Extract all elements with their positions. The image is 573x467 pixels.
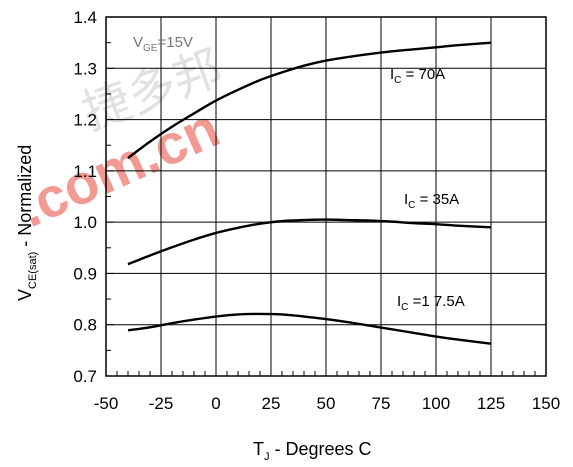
series-lines [127, 41, 492, 345]
y-tick-label: 1.3 [73, 59, 97, 78]
series-line-35A [127, 218, 492, 266]
y-tick-label: 1.4 [73, 8, 97, 27]
series-label-70a: IC = 70A [390, 66, 445, 86]
x-tick-label: 50 [317, 394, 336, 413]
x-tick-label: 125 [477, 394, 505, 413]
y-tick-label: 1.2 [73, 111, 97, 130]
series-line-17-5A [127, 312, 492, 345]
x-axis-title: TJ - Degrees C [253, 439, 372, 463]
series-label-17-5a: IC =1 7.5A [397, 293, 465, 313]
series-label-35a: IC = 35A [404, 191, 459, 211]
y-tick-label: 0.8 [73, 316, 97, 335]
condition-label: VGE=15V [133, 34, 193, 54]
y-axis-title: VCE(sat) - Normalized [15, 145, 39, 301]
x-ticks: -50 -25 0 25 50 75 100 125 150 [94, 368, 560, 413]
grid [106, 17, 546, 376]
condition-rest: =15V [157, 34, 192, 51]
x-tick-label: 150 [532, 394, 560, 413]
x-tick-label: -50 [94, 394, 119, 413]
series-line-70A [127, 41, 492, 160]
condition-sub: GE [143, 43, 158, 54]
y-tick-label: 0.9 [73, 264, 97, 283]
x-tick-label: 25 [262, 394, 281, 413]
plot-frame [105, 16, 547, 377]
y-tick-label: 1.1 [73, 162, 97, 181]
y-tick-label: 0.7 [73, 367, 97, 386]
condition-main: V [133, 34, 143, 51]
x-tick-label: 100 [422, 394, 450, 413]
x-tick-label: 0 [211, 394, 220, 413]
x-tick-label: -25 [149, 394, 174, 413]
watermark: 捷多邦 .com.cn [9, 39, 229, 239]
y-tick-label: 1.0 [73, 213, 97, 232]
x-tick-label: 75 [372, 394, 391, 413]
